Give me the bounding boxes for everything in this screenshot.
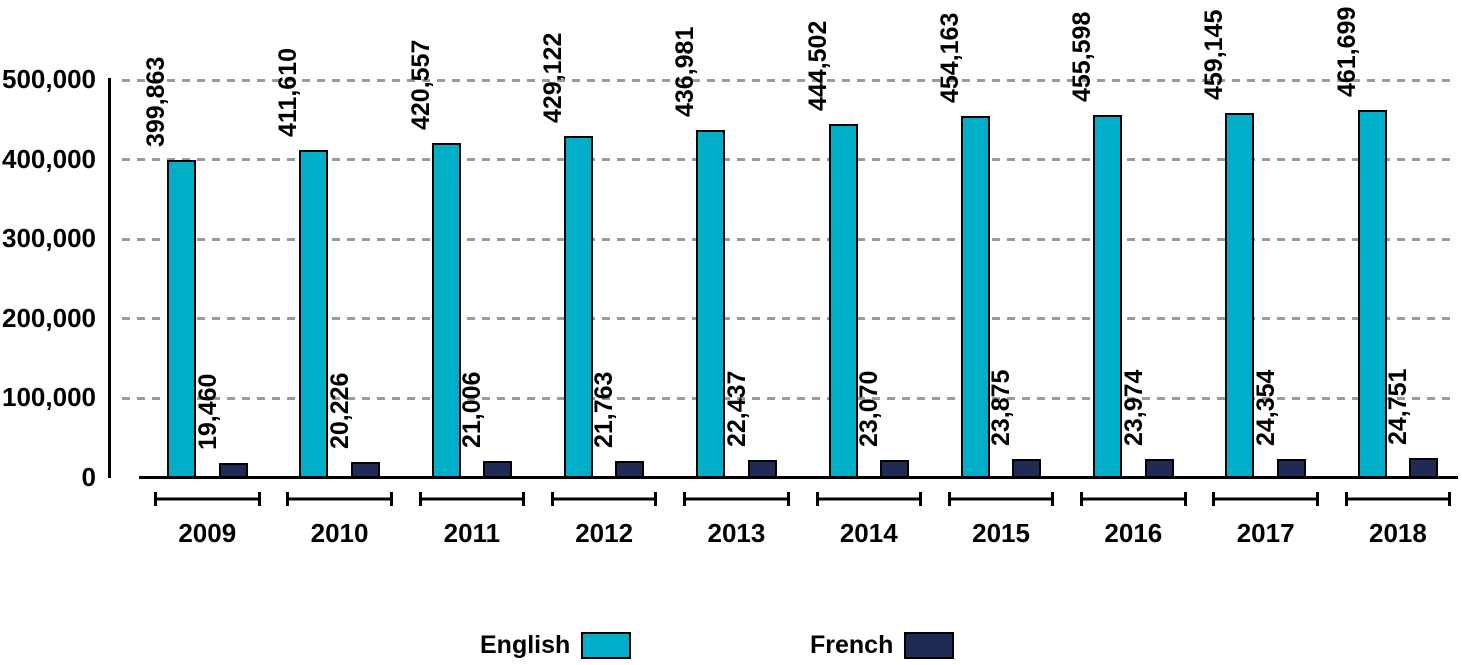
legend-label: French — [810, 631, 894, 659]
legend-label: English — [480, 631, 571, 659]
bar-value-label: 23,070 — [855, 370, 883, 447]
bar-french-2018 — [1409, 458, 1439, 478]
gridline — [122, 317, 1456, 321]
bar-english-2014 — [828, 124, 858, 478]
bar-value-label: 399,863 — [142, 56, 170, 147]
gridline — [122, 237, 1456, 241]
year-bracket — [815, 492, 922, 506]
x-category-label-2017: 2017 — [1236, 518, 1295, 548]
year-bracket — [1080, 492, 1187, 506]
y-tick-label: 0 — [81, 462, 96, 492]
bar-value-label: 461,699 — [1332, 7, 1361, 98]
bar-english-2018 — [1357, 110, 1387, 478]
x-category-label-2014: 2014 — [839, 518, 898, 548]
bar-english-2009 — [167, 159, 196, 478]
bar-french-2017 — [1276, 458, 1306, 478]
bar-english-2013 — [696, 130, 726, 478]
bar-value-label: 459,145 — [1200, 9, 1229, 100]
bar-value-label: 411,610 — [274, 48, 303, 138]
gridline — [122, 396, 1456, 400]
bar-value-label: 23,974 — [1119, 369, 1148, 446]
bar-english-2015 — [960, 116, 990, 478]
legend-item-english: English — [480, 631, 632, 660]
x-category-label-2013: 2013 — [707, 518, 766, 548]
x-category-label-2016: 2016 — [1104, 518, 1163, 548]
bar-value-label: 24,751 — [1384, 368, 1413, 446]
year-bracket — [1212, 492, 1319, 506]
bar-french-2015 — [1012, 458, 1042, 478]
y-axis-line — [108, 78, 111, 478]
legend-swatch — [581, 632, 632, 659]
bar-value-label: 444,502 — [803, 20, 832, 112]
bar-english-2012 — [563, 136, 593, 478]
bar-value-label: 19,460 — [193, 373, 222, 450]
bar-value-label: 454,163 — [935, 13, 964, 104]
year-bracket — [154, 492, 261, 506]
bar-french-2016 — [1144, 458, 1174, 478]
bar-french-2014 — [880, 459, 909, 478]
x-category-label-2018: 2018 — [1369, 518, 1427, 548]
year-bracket — [418, 492, 526, 506]
bar-value-label: 20,226 — [325, 372, 354, 449]
bar-value-label: 420,557 — [406, 39, 435, 131]
x-category-label-2009: 2009 — [178, 518, 237, 548]
x-category-label-2011: 2011 — [443, 518, 501, 548]
gridline — [122, 158, 1456, 162]
bar-english-2016 — [1093, 115, 1123, 478]
gridline — [122, 78, 1456, 82]
year-bracket — [286, 492, 393, 506]
bar-value-label: 21,763 — [590, 371, 619, 448]
bar-english-2010 — [299, 150, 329, 478]
y-tick-label: 300,000 — [2, 223, 96, 254]
bar-french-2012 — [615, 460, 645, 478]
legend-swatch — [904, 632, 955, 659]
x-category-label-2012: 2012 — [575, 518, 634, 548]
y-tick-label: 400,000 — [2, 143, 96, 174]
bar-french-2010 — [350, 461, 380, 478]
bar-french-2013 — [747, 460, 777, 478]
bar-value-label: 21,006 — [458, 371, 487, 449]
bar-french-2009 — [218, 462, 248, 478]
bar-french-2011 — [483, 461, 513, 478]
bar-value-label: 429,122 — [538, 33, 567, 124]
bar-english-2017 — [1225, 112, 1255, 478]
x-axis-line — [139, 476, 1458, 479]
x-category-label-2010: 2010 — [310, 518, 369, 548]
bar-value-label: 24,354 — [1251, 369, 1280, 446]
bar-value-label: 22,437 — [722, 370, 751, 448]
bar-value-label: 23,875 — [987, 369, 1016, 446]
year-bracket — [947, 492, 1055, 506]
year-bracket — [683, 492, 790, 506]
x-category-label-2015: 2015 — [972, 518, 1030, 548]
bar-english-2011 — [431, 143, 461, 478]
year-bracket — [550, 492, 658, 506]
bar-value-label: 436,981 — [671, 26, 700, 118]
y-tick-label: 200,000 — [2, 302, 96, 333]
legend-item-french: French — [810, 631, 955, 660]
bar-value-label: 455,598 — [1068, 11, 1097, 103]
y-tick-label: 100,000 — [2, 382, 96, 413]
year-bracket — [1344, 492, 1452, 506]
y-tick-label: 500,000 — [2, 64, 96, 94]
